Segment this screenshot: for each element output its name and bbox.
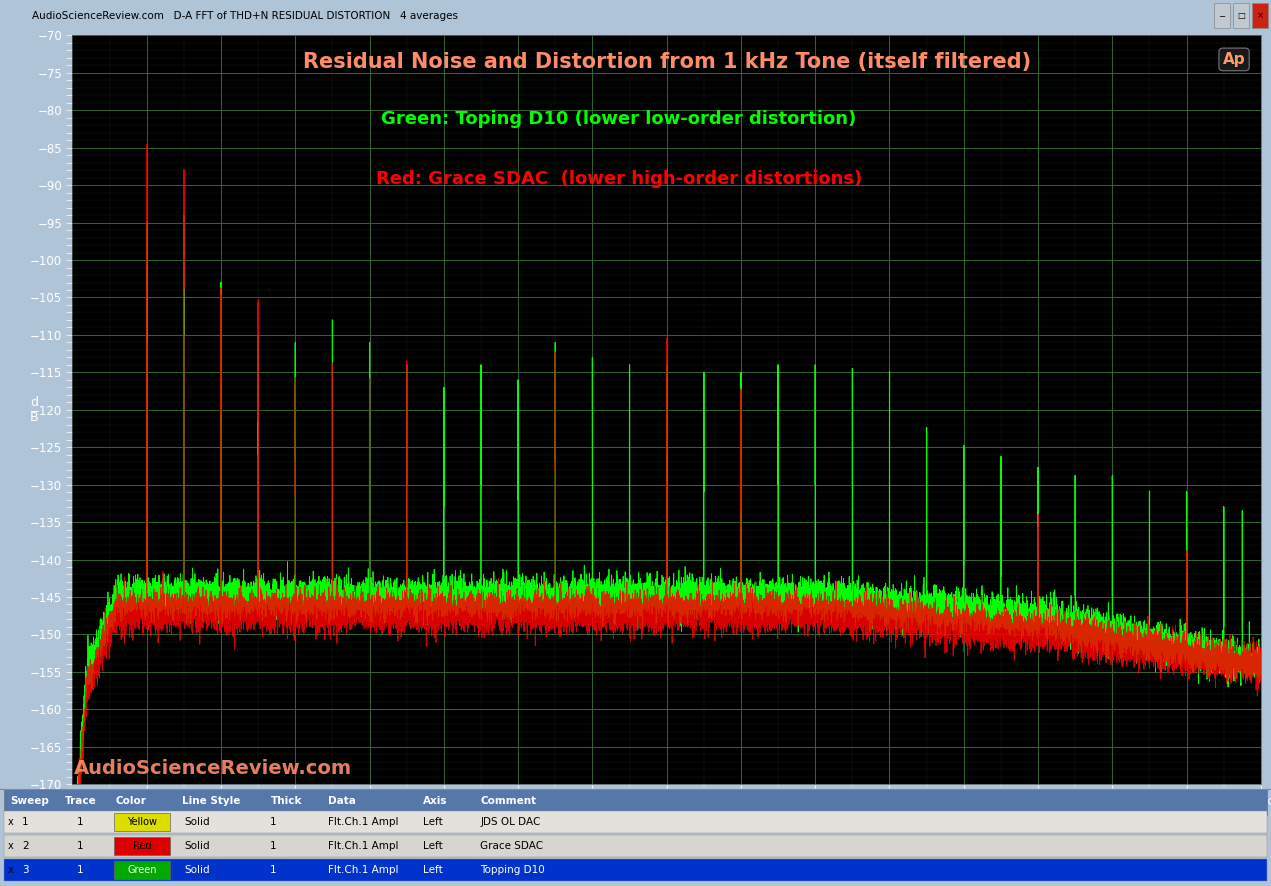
X-axis label: Hz: Hz xyxy=(658,813,675,828)
Text: Data: Data xyxy=(328,797,356,806)
Text: Topping D10: Topping D10 xyxy=(480,865,545,874)
FancyBboxPatch shape xyxy=(1252,4,1268,28)
Bar xyxy=(4,789,1267,814)
Text: 1: 1 xyxy=(269,841,277,851)
FancyBboxPatch shape xyxy=(1233,4,1249,28)
Text: Grace SDAC: Grace SDAC xyxy=(480,841,544,851)
Text: Line Style: Line Style xyxy=(182,797,240,806)
Text: Left: Left xyxy=(423,817,444,827)
Text: Ap: Ap xyxy=(1223,52,1246,67)
Text: ×: × xyxy=(1257,11,1263,20)
Text: x: x xyxy=(8,817,14,827)
Text: 1: 1 xyxy=(76,817,84,827)
Text: Residual Noise and Distortion from 1 kHz Tone (itself filtered): Residual Noise and Distortion from 1 kHz… xyxy=(302,52,1031,72)
Text: x: x xyxy=(8,841,14,851)
Text: Color: Color xyxy=(116,797,146,806)
Text: Solid: Solid xyxy=(184,865,210,874)
Text: 1: 1 xyxy=(269,817,277,827)
Text: Left: Left xyxy=(423,865,444,874)
Bar xyxy=(114,813,170,831)
Text: Flt.Ch.1 Ampl: Flt.Ch.1 Ampl xyxy=(328,841,398,851)
Bar xyxy=(114,837,170,855)
Bar xyxy=(4,835,1267,857)
Text: Solid: Solid xyxy=(184,841,210,851)
Text: Green: Toping D10 (lower low-order distortion): Green: Toping D10 (lower low-order disto… xyxy=(381,111,857,128)
Text: Left: Left xyxy=(423,841,444,851)
Text: Thick: Thick xyxy=(271,797,302,806)
Text: Comment: Comment xyxy=(480,797,536,806)
Text: Flt.Ch.1 Ampl: Flt.Ch.1 Ampl xyxy=(328,817,398,827)
Text: JDS OL DAC: JDS OL DAC xyxy=(480,817,541,827)
Text: 3: 3 xyxy=(22,865,29,874)
Text: 1: 1 xyxy=(76,865,84,874)
Text: Axis: Axis xyxy=(423,797,447,806)
Text: 1: 1 xyxy=(269,865,277,874)
FancyBboxPatch shape xyxy=(1214,4,1230,28)
Text: Flt.Ch.1 Ampl: Flt.Ch.1 Ampl xyxy=(328,865,398,874)
Bar xyxy=(4,811,1267,833)
Text: Red: Red xyxy=(133,841,151,851)
Text: Solid: Solid xyxy=(184,817,210,827)
Text: 1: 1 xyxy=(22,817,29,827)
Text: AudioScienceReview.com   D-A FFT of THD+N RESIDUAL DISTORTION   4 averages: AudioScienceReview.com D-A FFT of THD+N … xyxy=(32,11,458,20)
Text: Green: Green xyxy=(127,865,158,874)
Text: ─: ─ xyxy=(1220,11,1224,20)
Text: 2: 2 xyxy=(22,841,29,851)
Text: Yellow: Yellow xyxy=(127,817,158,827)
Text: AudioScienceReview.com: AudioScienceReview.com xyxy=(74,759,352,778)
Text: Red: Grace SDAC  (lower high-order distortions): Red: Grace SDAC (lower high-order distor… xyxy=(376,170,862,188)
Y-axis label: d
B: d B xyxy=(31,396,38,424)
Bar xyxy=(4,859,1267,881)
Text: Trace: Trace xyxy=(65,797,97,806)
Text: □: □ xyxy=(1237,11,1246,20)
Bar xyxy=(114,860,170,879)
Text: Sweep: Sweep xyxy=(10,797,50,806)
Text: x: x xyxy=(8,865,14,874)
Text: 1: 1 xyxy=(76,841,84,851)
